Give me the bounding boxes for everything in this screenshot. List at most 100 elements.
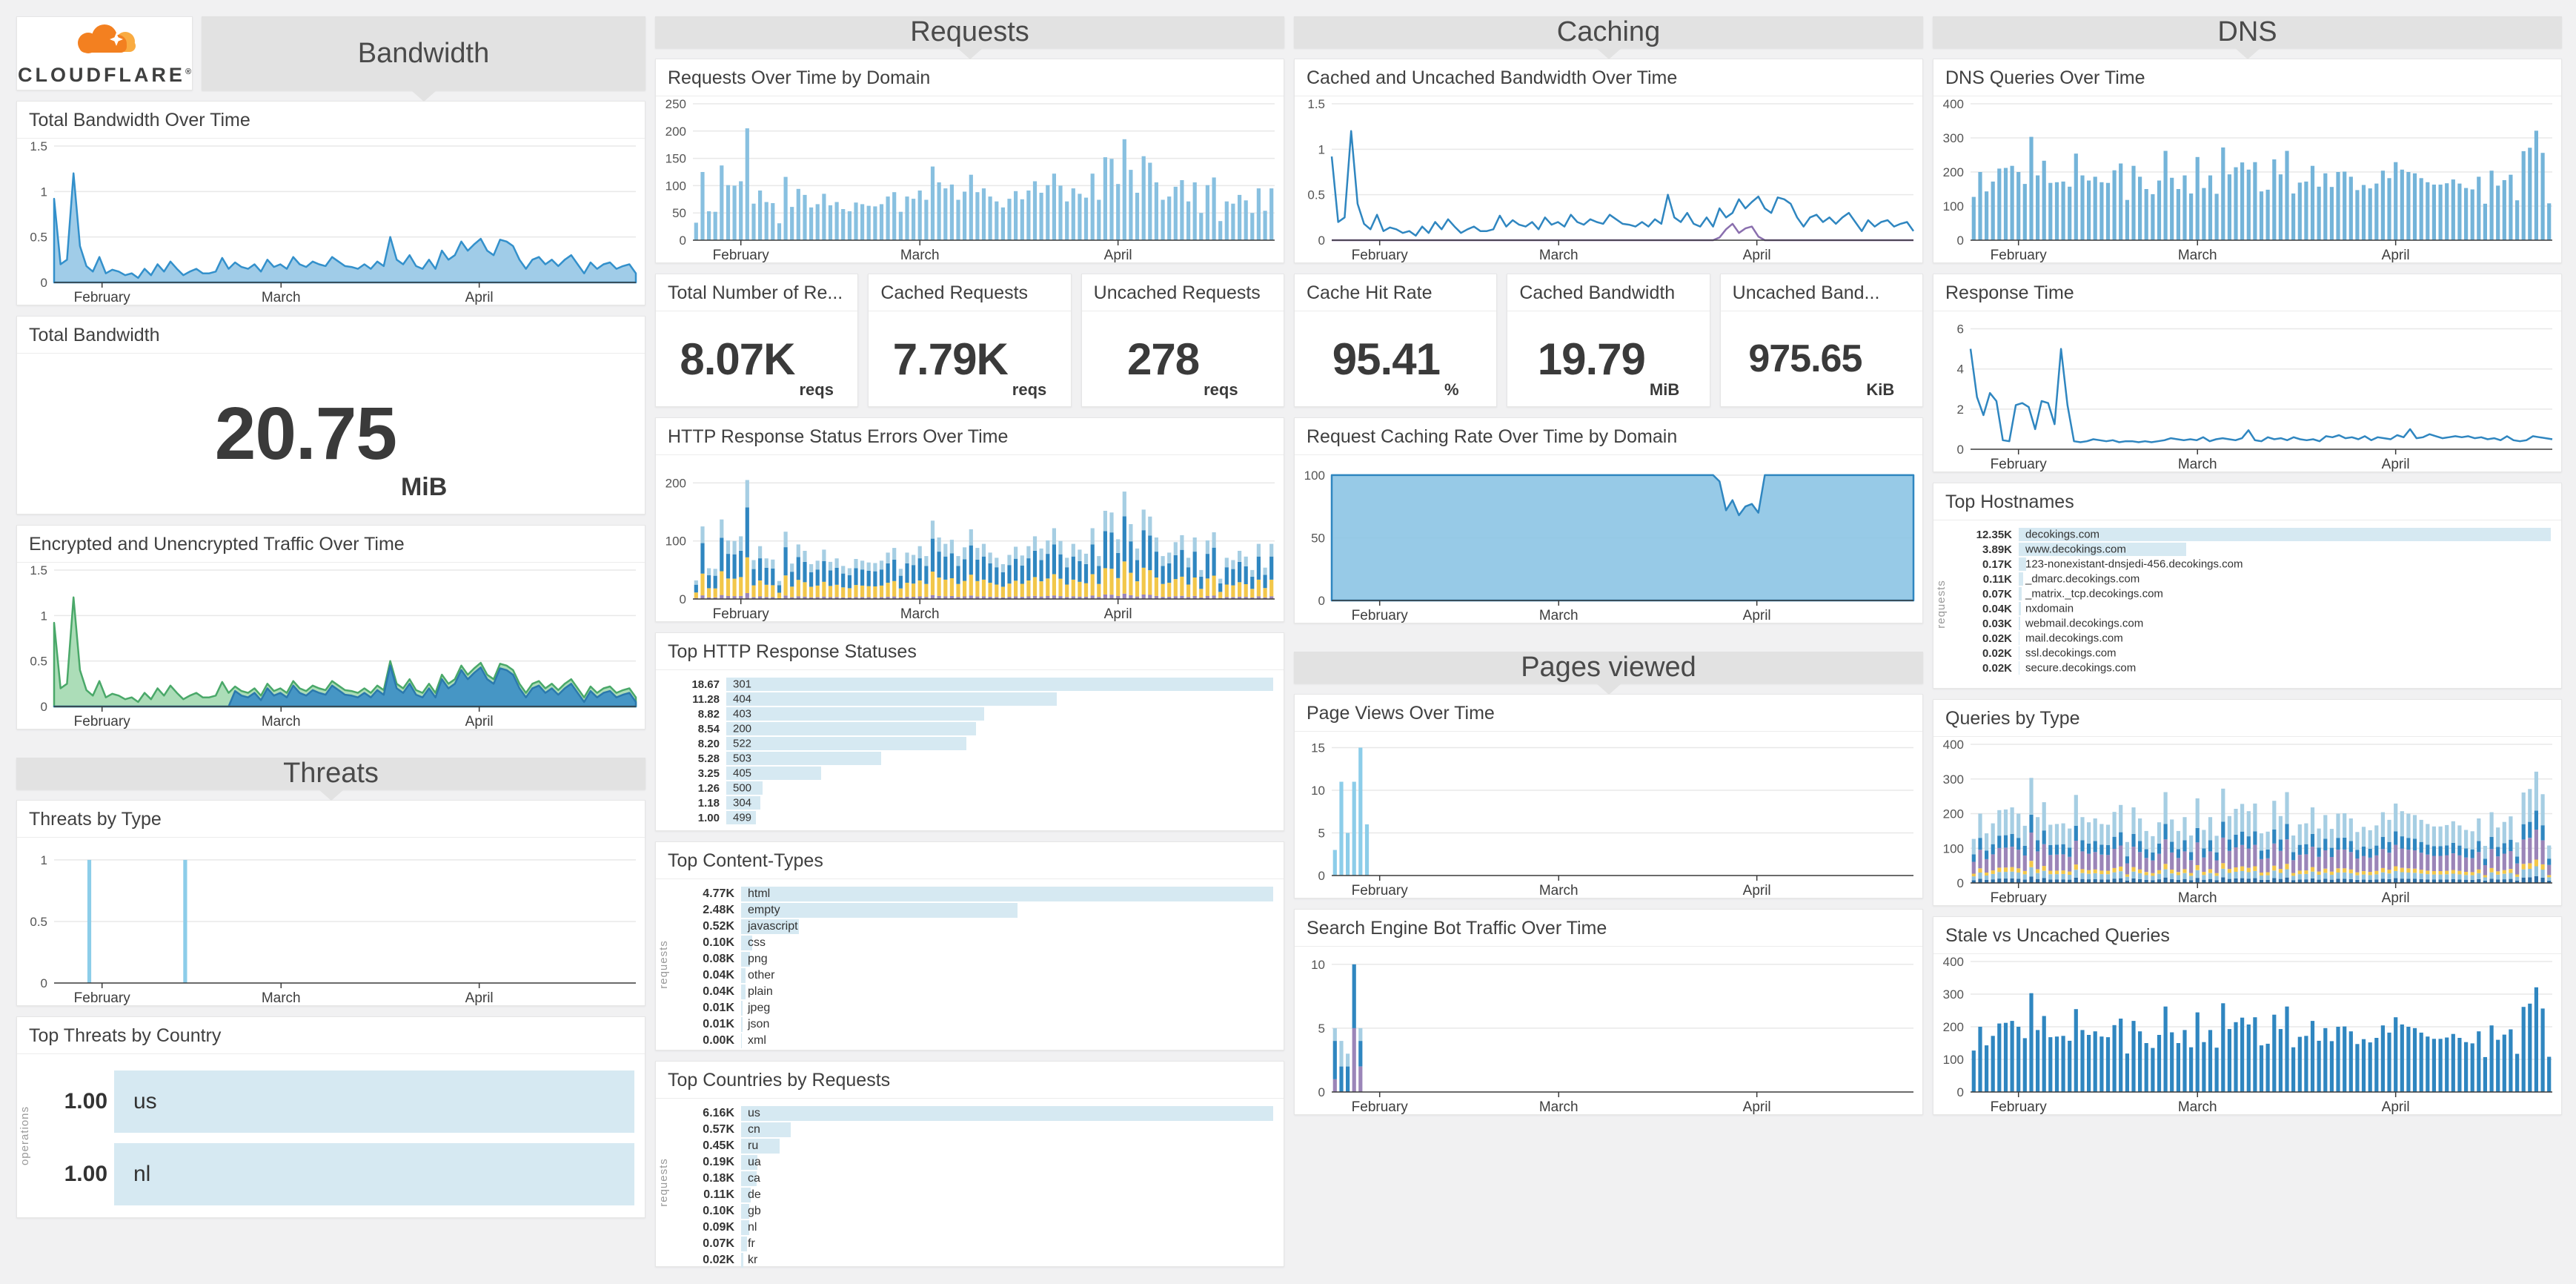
- list-item-bar: _matrix._tcp.decokings.com: [2019, 587, 2551, 600]
- stale-uncached-chart[interactable]: 0 100 200 300 400 February March April: [1933, 954, 2561, 1115]
- list-item-value: 8.54: [697, 722, 720, 735]
- card-title: Queries by Type: [1933, 700, 2561, 737]
- card-title: Threats by Type: [17, 801, 645, 838]
- list-item[interactable]: 1.26 500: [660, 781, 1273, 795]
- list-item-label: nl: [748, 1221, 757, 1234]
- list-item-label: 500: [733, 781, 752, 795]
- svg-text:0: 0: [680, 234, 686, 248]
- list-item[interactable]: 0.02K kr: [675, 1253, 1273, 1268]
- list-item[interactable]: 1.00 499: [660, 811, 1273, 824]
- list-item-value: 0.02K: [1982, 661, 2012, 675]
- list-item[interactable]: 0.04K nxdomain: [1953, 602, 2551, 615]
- list-item[interactable]: 5.28 503: [660, 752, 1273, 765]
- threats-by-type-chart[interactable]: 0 0.5 1 February March April: [17, 838, 645, 1006]
- stat-number: 20.75: [214, 391, 397, 475]
- list-item[interactable]: 2.48K empty: [675, 903, 1273, 918]
- list-item[interactable]: 0.17K 123-nonexistant-dnsjedi-456.decokin…: [1953, 557, 2551, 571]
- list-item[interactable]: 0.02K secure.decokings.com: [1953, 661, 2551, 675]
- list-item[interactable]: 3.25 405: [660, 767, 1273, 780]
- cached-uncached-bw-chart[interactable]: 0 0.5 1 1.5 February March April: [1295, 96, 1922, 263]
- list-item[interactable]: 1.00 nl: [36, 1143, 634, 1205]
- section-header-requests: Requests: [655, 16, 1284, 59]
- list-item[interactable]: 0.04K other: [675, 968, 1273, 983]
- bot-traffic-chart[interactable]: 0 5 10 February March April: [1295, 947, 1922, 1115]
- list-item[interactable]: 0.09K nl: [675, 1220, 1273, 1235]
- page-views-chart[interactable]: 0 5 10 15 February March April: [1295, 732, 1922, 899]
- list-item-bar: de: [741, 1188, 1273, 1202]
- card-top-statuses: Top HTTP Response Statuses 18.67 301 11.28…: [655, 632, 1284, 831]
- list-item[interactable]: 0.57K cn: [675, 1122, 1273, 1137]
- list-item-label: ca: [748, 1172, 760, 1185]
- list-item-label: 404: [733, 692, 752, 706]
- requests-over-time-chart[interactable]: 0 50 100 150 200 250 February March April: [656, 96, 1284, 263]
- total-bandwidth-chart[interactable]: 0 0.5 1 1.5 February March April: [17, 139, 645, 305]
- list-item[interactable]: 0.11K _dmarc.decokings.com: [1953, 572, 2551, 586]
- list-item[interactable]: 0.00K xml: [675, 1033, 1273, 1048]
- svg-text:0: 0: [1318, 1085, 1325, 1099]
- list-item-value: 0.11K: [1982, 572, 2012, 586]
- list-item-bar: empty: [741, 903, 1273, 918]
- list-item[interactable]: 6.16K us: [675, 1106, 1273, 1121]
- svg-text:200: 200: [665, 476, 686, 490]
- list-item[interactable]: 0.19K ua: [675, 1155, 1273, 1170]
- list-item[interactable]: 1.00 us: [36, 1070, 634, 1133]
- list-item[interactable]: 0.02K ssl.decokings.com: [1953, 646, 2551, 660]
- list-item[interactable]: 0.18K ca: [675, 1171, 1273, 1186]
- list-item-value: 1.00: [64, 1162, 107, 1186]
- response-time-chart[interactable]: 0 2 4 6 February March April: [1933, 311, 2561, 472]
- request-caching-rate-chart[interactable]: 0 50 100 February March April: [1295, 455, 1922, 623]
- list-item-bar: html: [741, 887, 1273, 901]
- list-item[interactable]: 3.89K www.decokings.com: [1953, 543, 2551, 556]
- svg-text:200: 200: [1943, 807, 1964, 821]
- list-item[interactable]: 8.82 403: [660, 707, 1273, 721]
- list-item[interactable]: 8.54 200: [660, 722, 1273, 735]
- svg-text:March: March: [1539, 248, 1579, 262]
- top-threats-list: operations 1.00 us 1.00 nl: [17, 1054, 645, 1217]
- list-item-bar: us: [114, 1070, 634, 1133]
- http-errors-chart[interactable]: 0 100 200 February March April: [656, 455, 1284, 622]
- list-item[interactable]: 0.02K mail.decokings.com: [1953, 632, 2551, 645]
- list-item[interactable]: 0.10K gb: [675, 1204, 1273, 1219]
- list-item[interactable]: 0.07K fr: [675, 1237, 1273, 1251]
- list-item[interactable]: 1.18 304: [660, 796, 1273, 810]
- svg-text:10: 10: [1311, 784, 1325, 798]
- list-item[interactable]: 0.52K javascript: [675, 919, 1273, 934]
- list-item-bar: mail.decokings.com: [2019, 632, 2551, 645]
- list-item-label: empty: [748, 904, 780, 916]
- svg-text:February: February: [1352, 248, 1409, 262]
- list-item-value: 3.25: [697, 767, 720, 780]
- list-item[interactable]: 0.11K de: [675, 1188, 1273, 1202]
- list-item[interactable]: 8.20 522: [660, 737, 1273, 750]
- svg-text:April: April: [2382, 248, 2410, 262]
- card-request-caching-rate: Request Caching Rate Over Time by Domain…: [1294, 417, 1923, 623]
- list-item[interactable]: 4.77K html: [675, 887, 1273, 901]
- encrypted-traffic-chart[interactable]: 0 0.5 1 1.5 February March April: [17, 563, 645, 729]
- list-item-value: 0.10K: [703, 1205, 734, 1217]
- list-item[interactable]: 0.10K css: [675, 936, 1273, 950]
- list-item[interactable]: 0.01K json: [675, 1017, 1273, 1032]
- list-item[interactable]: 18.67 301: [660, 678, 1273, 691]
- svg-text:2: 2: [1957, 403, 1964, 417]
- stat-uncached-requests: Uncached Requests 278 reqs: [1080, 274, 1284, 407]
- list-item[interactable]: 0.08K png: [675, 952, 1273, 967]
- list-item-bar: 403: [726, 707, 1273, 721]
- card-queries-by-type: Queries by Type 0 100 200 300 400 February Mar…: [1933, 699, 2562, 906]
- list-item[interactable]: 11.28 404: [660, 692, 1273, 706]
- svg-text:February: February: [1352, 883, 1409, 898]
- queries-by-type-chart[interactable]: 0 100 200 300 400 February March April: [1933, 737, 2561, 906]
- list-item-value: 0.02K: [703, 1254, 734, 1266]
- section-header-threats: Threats: [16, 758, 645, 801]
- list-item[interactable]: 0.07K _matrix._tcp.decokings.com: [1953, 587, 2551, 600]
- list-item[interactable]: 12.35K decokings.com: [1953, 528, 2551, 541]
- list-item[interactable]: 0.45K ru: [675, 1139, 1273, 1154]
- stat-unit: %: [1444, 380, 1459, 399]
- stat-unit: reqs: [1012, 380, 1047, 399]
- card-title: Top Content-Types: [656, 842, 1284, 879]
- svg-text:100: 100: [1304, 469, 1325, 483]
- list-item[interactable]: 0.01K jpeg: [675, 1001, 1273, 1016]
- svg-text:1: 1: [41, 185, 47, 199]
- list-item[interactable]: 0.03K webmail.decokings.com: [1953, 617, 2551, 630]
- list-item-label: 503: [733, 752, 752, 765]
- list-item[interactable]: 0.04K plain: [675, 984, 1273, 999]
- dns-queries-chart[interactable]: 0 100 200 300 400 February March April: [1933, 96, 2561, 263]
